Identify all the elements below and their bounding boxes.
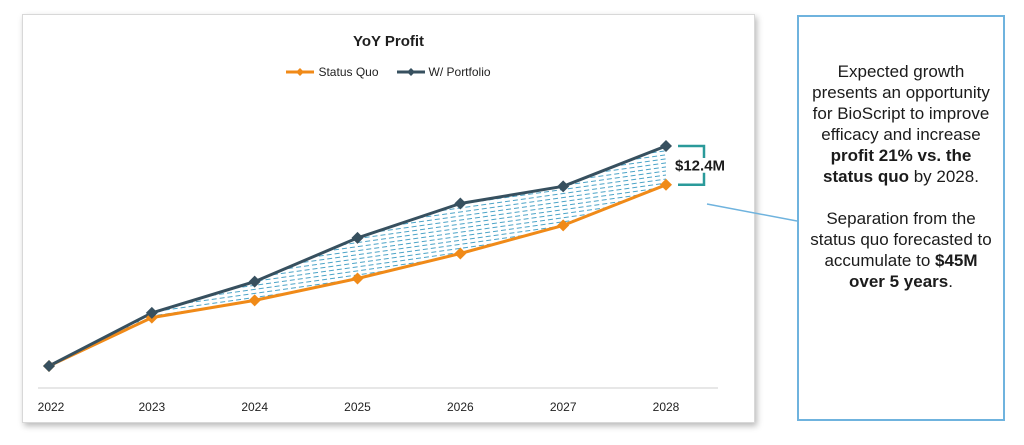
gap-annotation: $12.4M: [675, 157, 725, 174]
data-point-marker: [660, 178, 672, 191]
data-point-marker: [454, 197, 467, 210]
x-tick-label: 2023: [138, 400, 165, 414]
callout-text: Expected growth presents an opportunity …: [812, 62, 990, 144]
legend-swatch-with-portfolio: [396, 68, 425, 76]
legend-label-with-portfolio: W/ Portfolio: [428, 65, 491, 79]
x-tick-label: 2027: [550, 400, 577, 414]
data-point-marker: [351, 231, 364, 244]
data-point-marker: [248, 294, 261, 307]
x-tick-label: 2024: [241, 400, 268, 414]
data-point-marker: [248, 275, 261, 288]
series-markers: [43, 140, 672, 372]
callout-box: Expected growth presents an opportunity …: [797, 15, 1005, 421]
callout-leader-line: [706, 203, 798, 222]
data-point-marker: [43, 360, 55, 372]
x-tick-label: 2025: [344, 400, 371, 414]
x-tick-label: 2028: [653, 400, 680, 414]
legend-swatch-status-quo: [286, 68, 315, 76]
data-point-marker: [660, 140, 672, 152]
legend-label-status-quo: Status Quo: [318, 65, 379, 79]
gap-bracket: [678, 144, 706, 186]
data-point-marker: [557, 180, 570, 193]
callout-highlight: $45M over 5 years: [849, 251, 978, 291]
callout-paragraph-separation: Separation from the status quo forecaste…: [809, 208, 993, 292]
data-point-marker: [454, 247, 467, 260]
callout-text: by 2028.: [909, 167, 979, 186]
chart-title: YoY Profit: [352, 33, 425, 50]
legend-item-status-quo: Status Quo: [286, 65, 379, 79]
data-point-marker: [145, 306, 158, 319]
gap-fill-area: [49, 146, 666, 366]
callout-text: .: [948, 272, 953, 291]
callout-text: Separation from the status quo forecaste…: [810, 209, 992, 270]
callout-highlight: profit 21% vs. the status quo: [823, 146, 972, 186]
callout-paragraph-growth: Expected growth presents an opportunity …: [809, 61, 993, 187]
data-point-marker: [557, 219, 570, 232]
data-point-marker: [351, 272, 364, 285]
legend-item-with-portfolio: W/ Portfolio: [396, 65, 491, 79]
x-tick-label: 2026: [447, 400, 474, 414]
chart-legend: Status Quo W/ Portfolio: [23, 65, 754, 79]
x-tick-label: 2022: [38, 400, 65, 414]
x-tick-labels: 2022 2023 2024 2025 2026 2027 2028: [38, 400, 680, 414]
chart-card: YoY Profit Status Quo W/ Portfolio: [22, 14, 755, 423]
